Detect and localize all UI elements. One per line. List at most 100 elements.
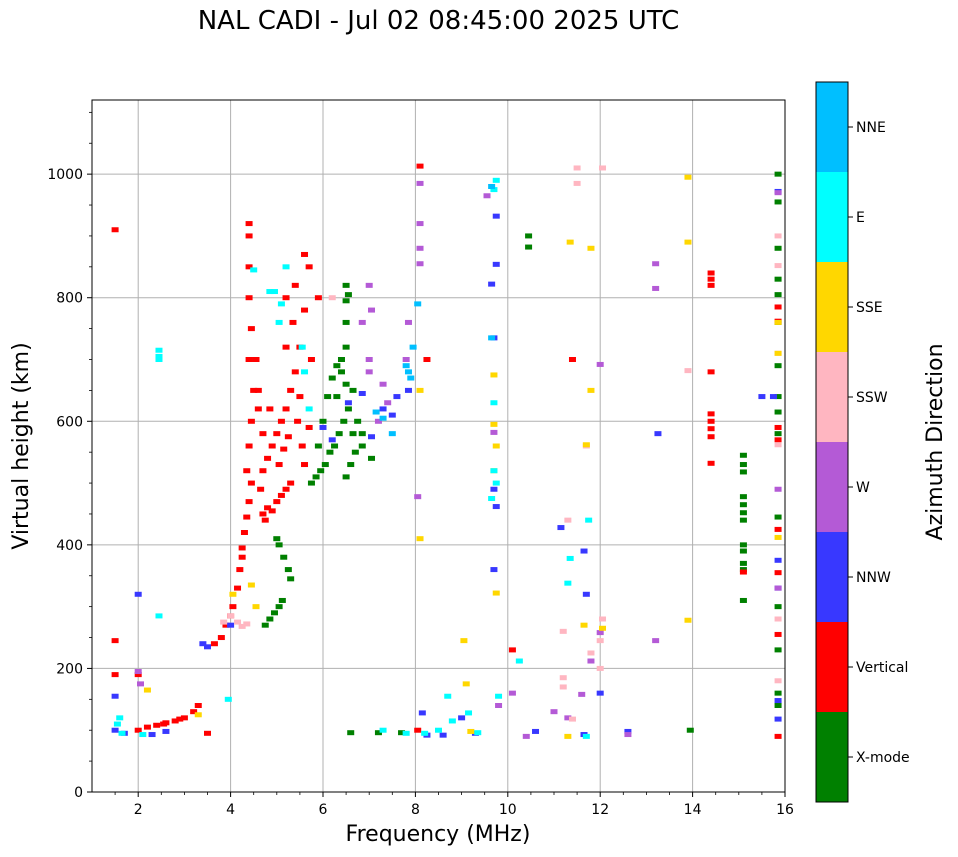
data-point-vertical — [245, 221, 253, 227]
data-point-ssw — [243, 621, 251, 627]
x-tick-label: 6 — [319, 802, 328, 818]
data-point-x-mode — [335, 431, 343, 437]
data-point-sse — [416, 387, 424, 393]
data-point-w — [522, 733, 530, 739]
data-point-vertical — [707, 270, 715, 276]
colorbar-label-ssw: SSW — [856, 390, 888, 406]
data-point-vertical — [268, 443, 276, 449]
data-point-sse — [684, 174, 692, 180]
data-point-vertical — [210, 641, 218, 647]
data-point-sse — [490, 372, 498, 378]
data-point-nnw — [582, 591, 590, 597]
data-point-vertical — [774, 631, 782, 637]
data-point-e — [139, 732, 147, 738]
data-point-vertical — [222, 622, 230, 628]
data-point-e — [490, 468, 498, 474]
y-tick-label: 0 — [74, 785, 83, 801]
data-point-vertical — [143, 724, 151, 730]
data-point-vertical — [284, 434, 292, 440]
data-point-w — [596, 630, 604, 636]
data-point-e — [118, 730, 126, 736]
data-point-sse — [416, 536, 424, 542]
data-point-vertical — [236, 567, 244, 573]
data-point-w — [404, 319, 412, 325]
data-point-ssw — [227, 613, 235, 619]
data-point-vertical — [305, 264, 313, 270]
x-tick-label: 4 — [226, 802, 235, 818]
x-tick-label: 8 — [411, 802, 420, 818]
data-point-e — [275, 319, 283, 325]
data-point-w — [652, 285, 660, 291]
data-point-x-mode — [739, 517, 747, 523]
data-point-x-mode — [774, 276, 782, 282]
data-point-ssw — [234, 619, 242, 625]
data-point-vertical — [275, 462, 283, 468]
data-point-e — [488, 496, 496, 502]
data-point-vertical — [245, 233, 253, 239]
data-point-w — [483, 193, 491, 199]
data-point-x-mode — [317, 468, 325, 474]
data-point-vertical — [739, 569, 747, 575]
data-point-e — [585, 517, 593, 523]
data-point-vertical — [298, 443, 306, 449]
y-axis-ticks: 0 200 400 600 800 1000 — [47, 111, 92, 801]
data-point-x-mode — [739, 560, 747, 566]
data-point-w — [365, 282, 373, 288]
data-point-ssw — [559, 675, 567, 681]
data-point-x-mode — [312, 474, 320, 480]
data-points — [111, 163, 782, 739]
data-point-vertical — [176, 716, 184, 722]
data-point-nnw — [379, 406, 387, 412]
data-point-x-mode — [739, 452, 747, 458]
data-point-e — [250, 267, 258, 273]
data-point-nnw — [492, 213, 500, 219]
data-point-w — [358, 319, 366, 325]
data-point-nnw — [488, 281, 496, 287]
data-point-ssw — [568, 716, 576, 722]
data-point-vertical — [238, 545, 246, 551]
data-point-x-mode — [739, 597, 747, 603]
data-point-x-mode — [368, 455, 376, 461]
data-point-x-mode — [324, 394, 332, 400]
data-point-x-mode — [342, 381, 350, 387]
data-point-e — [155, 357, 163, 362]
data-point-e — [379, 727, 387, 733]
data-point-e — [421, 730, 429, 736]
data-point-e — [298, 344, 306, 350]
data-point-e — [305, 406, 313, 412]
data-point-vertical — [282, 486, 290, 492]
data-point-vertical — [774, 424, 782, 430]
data-point-nnw — [358, 390, 366, 396]
data-point-x-mode — [739, 548, 747, 554]
data-point-vertical — [238, 554, 246, 560]
data-point-nnw — [580, 548, 588, 554]
data-point-ssw — [559, 684, 567, 690]
data-point-e — [515, 658, 523, 664]
data-point-nnw — [439, 732, 447, 738]
x-tick-label: 12 — [591, 802, 609, 818]
data-point-vertical — [707, 434, 715, 440]
data-point-sse — [774, 350, 782, 356]
data-point-w — [495, 703, 503, 708]
colorbar-segment-w — [816, 442, 848, 532]
data-point-nnw — [204, 644, 211, 650]
data-point-x-mode — [398, 730, 406, 736]
data-point-nnw — [328, 437, 336, 443]
data-point-nne — [402, 363, 410, 369]
data-point-nne — [372, 409, 380, 415]
data-point-nne — [379, 415, 387, 421]
chart-title: NAL CADI - Jul 02 08:45:00 2025 UTC — [197, 6, 680, 36]
data-point-ssw — [774, 678, 782, 684]
data-point-sse — [587, 245, 595, 251]
data-point-nnw — [418, 710, 426, 716]
data-point-vertical — [774, 733, 782, 739]
data-point-w — [596, 361, 604, 367]
data-point-nnw — [557, 525, 565, 531]
data-point-ssw — [573, 180, 581, 186]
data-point-nnw — [492, 261, 500, 267]
data-point-vertical — [245, 499, 253, 505]
data-point-nnw — [492, 504, 500, 510]
data-point-vertical — [268, 508, 276, 514]
data-point-x-mode — [358, 431, 366, 437]
data-point-sse — [462, 681, 470, 687]
